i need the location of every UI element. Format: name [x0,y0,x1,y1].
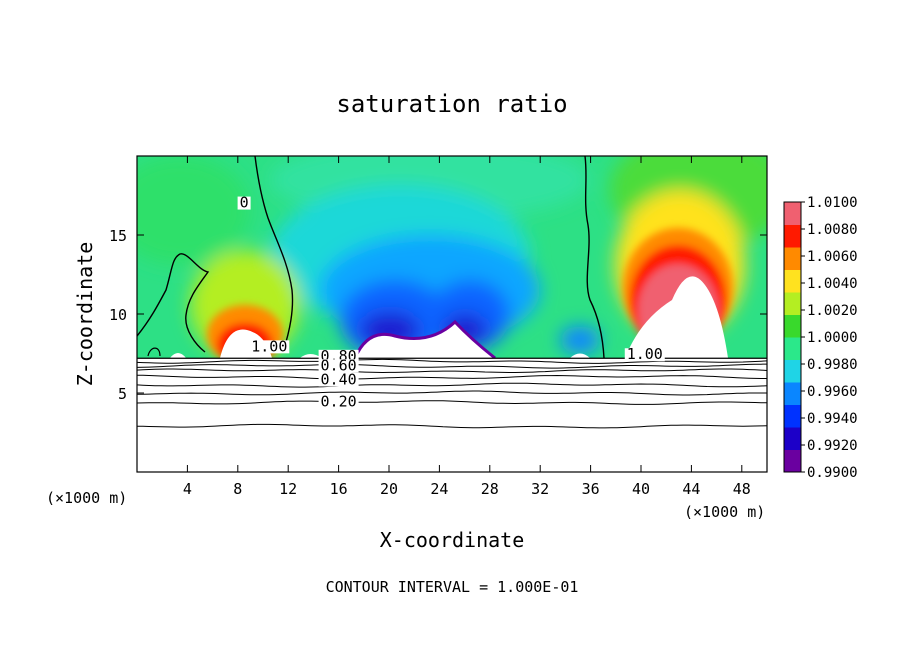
x-tick-label: 16 [330,480,348,498]
x-axis-unit-left: (×1000 m) [46,489,127,507]
contour-label: 1.00 [627,345,663,363]
colorbar: 0.9900 0.9920 0.9940 0.9960 0.9980 1.0000 1.00… [783,195,858,481]
contour-label-bg [318,395,359,409]
colorbar-label: 1.0000 [807,330,858,346]
contour-line-1-00-left [137,253,210,353]
x-tick-label: 28 [481,480,499,498]
x-tick-label: 48 [733,480,751,498]
contour-line-0-20 [137,400,767,405]
x-tick-label: 4 [183,480,192,498]
y-tick-label: 5 [118,385,127,403]
colorbar-swatch [784,247,801,270]
contour-label-bg [624,348,665,362]
colorbar-label: 0.9920 [807,438,858,454]
colorbar-swatch [784,359,801,383]
x-tick-label: 36 [582,480,600,498]
y-tick-label: 10 [109,306,127,324]
x-tick-label: 24 [430,480,448,498]
contour-label-bg [318,373,359,387]
contour-label: 0.20 [321,393,357,411]
x-tick-label: 32 [531,480,549,498]
x-tick-label: 12 [279,480,297,498]
x-axis-unit-right: (×1000 m) [684,503,765,521]
contour-label: 0.40 [321,371,357,389]
y-axis-label: Z-coordinate [73,242,97,387]
colorbar-swatch [784,314,801,338]
contour-line-0-10 [137,423,767,429]
plot-area: 01.00 1.000.800.600.400.20 [136,155,768,473]
contour-line-0-60 [137,368,767,374]
contour-label: 0.60 [321,356,357,374]
saturation-field [137,156,767,358]
colorbar-label: 0.9940 [807,411,858,427]
colorbar-label: 1.0040 [807,276,858,292]
contour-interval-note: CONTOUR INTERVAL = 1.000E-01 [326,578,579,596]
contour-line-0-70 [137,363,767,369]
x-axis: 4 8 12 16 20 24 28 32 36 40 44 48 [183,156,751,498]
colorbar-swatch [784,427,801,450]
colorbar-label: 1.0020 [807,303,858,319]
colorbar-label: 1.0060 [807,249,858,265]
x-tick-label: 20 [380,480,398,498]
colorbar-swatch [784,337,801,360]
contour-line-zero [254,156,294,353]
chart-title: saturation ratio [336,90,567,118]
colorbar-label: 1.0080 [807,222,858,238]
colorbar-swatch [784,202,801,225]
y-tick-label: 15 [109,227,127,245]
colorbar-swatch [784,449,801,473]
colorbar-label: 0.9980 [807,357,858,373]
colorbar-label: 1.0100 [807,195,858,211]
x-tick-label: 44 [682,480,700,498]
contour-line-0-50 [137,374,767,380]
contour-label: 0 [240,194,249,212]
contour-line-1-00-right [584,156,605,358]
colorbar-swatch [784,269,801,293]
colorbar-swatch [784,382,801,405]
contour-label-group: 01.00 1.000.800.600.400.20 [237,194,665,411]
contour-label: 1.00 [251,337,287,355]
colorbar-label: 0.9900 [807,465,858,481]
colorbar-swatch [784,292,801,315]
contour-label-bg [318,359,359,373]
y-axis: 5 10 15 [109,227,767,403]
colorbar-label: 0.9960 [807,384,858,400]
contour-line-0-30 [137,390,767,396]
contour-line-0-80 [137,358,767,364]
colorbar-swatch [784,404,801,428]
contour-label-bg [237,196,251,210]
x-tick-label: 8 [233,480,242,498]
colorbar-swatch [784,224,801,248]
x-tick-label: 40 [632,480,650,498]
contour-line-0-40 [137,382,767,388]
contour-label-bg [249,340,290,354]
x-axis-label: X-coordinate [380,528,525,552]
